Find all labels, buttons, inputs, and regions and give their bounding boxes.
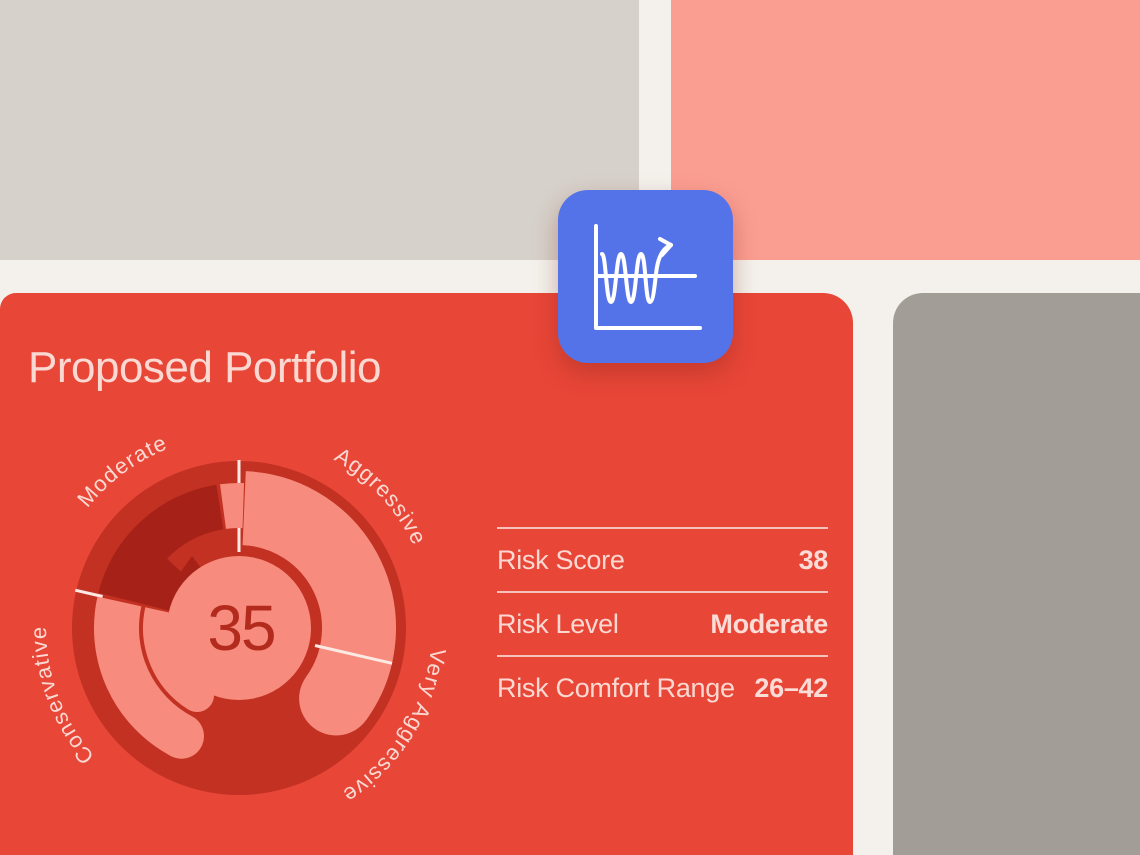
gauge-arc-right xyxy=(241,471,396,721)
stat-label: Risk Score xyxy=(497,544,625,575)
stat-value: 26–42 xyxy=(754,672,828,703)
gauge-outer-arc-top xyxy=(220,483,245,529)
portfolio-analysis-tile[interactable] xyxy=(558,190,733,363)
stat-label: Risk Comfort Range xyxy=(497,672,735,703)
gauge-center-circle xyxy=(167,556,311,700)
stat-row-risk-score: Risk Score 38 xyxy=(497,527,828,591)
panel-top-left xyxy=(0,0,639,260)
risk-stats: Risk Score 38 Risk Level Moderate Risk C… xyxy=(497,527,828,719)
waveform-chart-arrow-icon xyxy=(594,224,702,330)
panel-right xyxy=(893,293,1140,855)
risk-gauge: 35 Moderate Aggressive Very Aggressive C… xyxy=(26,430,450,809)
stat-label: Risk Level xyxy=(497,608,619,639)
proposed-portfolio-card: Proposed Portfolio xyxy=(0,293,853,855)
stat-value: 38 xyxy=(798,544,829,575)
gauge-value: 35 xyxy=(207,592,274,664)
gauge-needle-wedge-outer xyxy=(98,484,224,604)
stat-value: Moderate xyxy=(710,608,828,639)
panel-top-right xyxy=(671,0,1140,260)
gauge-tick-right xyxy=(314,644,393,665)
gauge-tick-left xyxy=(74,588,103,598)
page-title: Proposed Portfolio xyxy=(28,343,382,392)
stat-row-risk-level: Risk Level Moderate xyxy=(497,591,828,655)
gauge-outer-arc-left-cap xyxy=(159,713,204,759)
gauge-arc-right-cap xyxy=(299,661,374,736)
stat-row-risk-comfort-range: Risk Comfort Range 26–42 xyxy=(497,655,828,719)
